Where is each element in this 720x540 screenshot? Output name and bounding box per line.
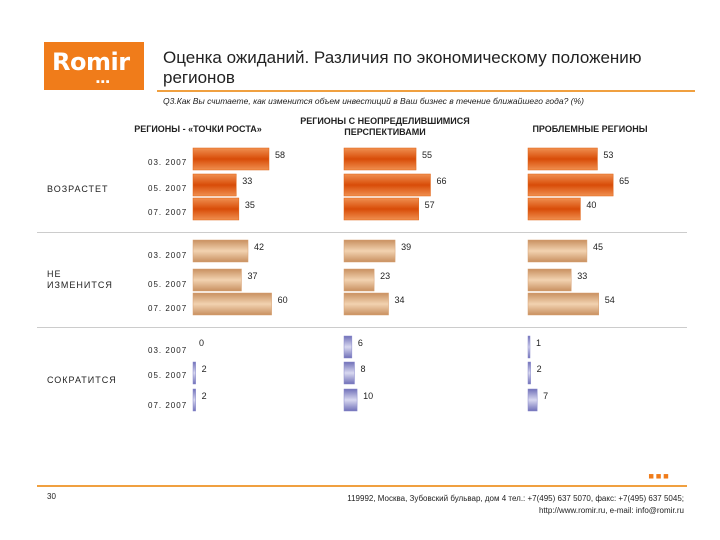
bar-value-label: 0 [199, 338, 204, 348]
bar-value-label: 66 [436, 176, 446, 186]
bar [343, 197, 419, 221]
logo-text: Romir [52, 48, 130, 76]
panel-title-problem: ПРОБЛЕМНЫЕ РЕГИОНЫ [532, 124, 648, 134]
bar-value-label: 8 [360, 364, 365, 374]
footer-address: 119992, Москва, Зубовский бульвар, дом 4… [347, 494, 684, 503]
bar [192, 268, 242, 292]
date-label: 03. 2007 [148, 346, 188, 355]
bar-value-label: 35 [245, 200, 255, 210]
footer-divider [37, 485, 687, 487]
date-label: 05. 2007 [148, 371, 188, 380]
bar [192, 292, 272, 316]
bar [192, 388, 196, 412]
bar-value-label: 54 [605, 295, 615, 305]
bar-value-label: 42 [254, 242, 264, 252]
title-divider [157, 90, 695, 92]
group-separator [37, 232, 687, 233]
bar-value-label: 10 [363, 391, 373, 401]
bar-value-label: 2 [537, 364, 542, 374]
bar [343, 335, 353, 359]
bar [527, 361, 531, 385]
bar [527, 268, 572, 292]
bar [192, 173, 237, 197]
bar-value-label: 65 [619, 176, 629, 186]
bar-value-label: 58 [275, 150, 285, 160]
bar [343, 361, 355, 385]
bar [527, 197, 581, 221]
bar [527, 239, 588, 263]
date-label: 03. 2007 [148, 158, 188, 167]
bar-value-label: 39 [401, 242, 411, 252]
bar [192, 239, 249, 263]
date-label: 05. 2007 [148, 184, 188, 193]
bar-value-label: 37 [247, 271, 257, 281]
bar [192, 361, 196, 385]
date-label: 07. 2007 [148, 208, 188, 217]
bar-value-label: 23 [380, 271, 390, 281]
bar-value-label: 57 [425, 200, 435, 210]
question-text: Q3.Как Вы считаете, как изменится объем … [163, 96, 584, 106]
bar [192, 147, 270, 171]
bar [343, 239, 396, 263]
date-label: 05. 2007 [148, 280, 188, 289]
page-number: 30 [47, 492, 56, 501]
bar [192, 197, 240, 221]
group-label-increase: ВОЗРАСТЕТ [47, 184, 109, 194]
bar-value-label: 7 [543, 391, 548, 401]
date-label: 03. 2007 [148, 251, 188, 260]
bar [343, 173, 431, 197]
bar-value-label: 2 [202, 391, 207, 401]
logo-dots: ▪▪▪ [96, 76, 111, 88]
romir-logo: Romir ▪▪▪ [44, 42, 144, 90]
bar [527, 173, 614, 197]
bar-value-label: 45 [593, 242, 603, 252]
bar-value-label: 6 [358, 338, 363, 348]
bar [527, 335, 531, 359]
slide-title: Оценка ожиданий. Различия по экономическ… [163, 48, 642, 87]
bar [527, 147, 598, 171]
bar-value-label: 55 [422, 150, 432, 160]
group-separator [37, 327, 687, 328]
bar-value-label: 33 [242, 176, 252, 186]
bar [343, 268, 375, 292]
bar [527, 292, 599, 316]
group-label-decrease: СОКРАТИТСЯ [47, 375, 117, 385]
bar [343, 388, 358, 412]
bar-value-label: 2 [202, 364, 207, 374]
bar-value-label: 40 [586, 200, 596, 210]
panel-title-uncertain: РЕГИОНЫ С НЕОПРЕДЕЛИВШИМИСЯ ПЕРСПЕКТИВАМ… [300, 116, 470, 137]
bar-value-label: 53 [603, 150, 613, 160]
bar-value-label: 60 [278, 295, 288, 305]
date-label: 07. 2007 [148, 304, 188, 313]
bar-value-label: 33 [577, 271, 587, 281]
bar [527, 388, 538, 412]
date-label: 07. 2007 [148, 401, 188, 410]
bar [343, 292, 389, 316]
footer-dots: ▪▪▪ [648, 466, 671, 486]
bar-value-label: 34 [395, 295, 405, 305]
panel-title-growth: РЕГИОНЫ - «ТОЧКИ РОСТА» [134, 124, 262, 134]
bar-value-label: 1 [536, 338, 541, 348]
group-label-nochange: НЕ ИЗМЕНИТСЯ [47, 269, 113, 290]
footer-web: http://www.romir.ru, e-mail: info@romir.… [538, 506, 684, 515]
bar [343, 147, 417, 171]
